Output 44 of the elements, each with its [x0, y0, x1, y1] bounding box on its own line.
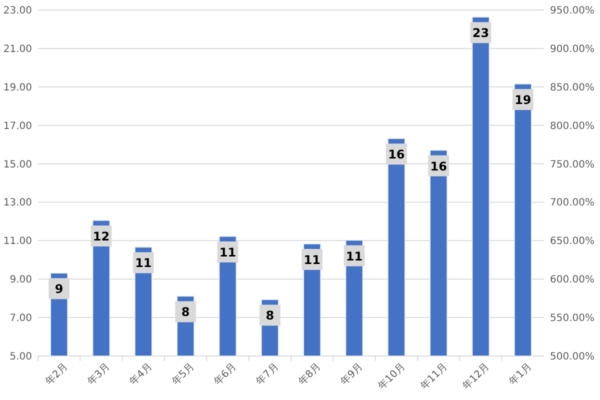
y-tick-label: 13.00 — [3, 198, 32, 209]
x-tick-label: 年10月 — [376, 360, 408, 392]
data-label: 11 — [135, 256, 152, 270]
data-label: 19 — [514, 93, 532, 108]
x-tick-label: 年12月 — [460, 360, 492, 392]
y-tick-label: 5.00 — [10, 352, 32, 362]
data-label: 16 — [388, 148, 405, 162]
y2-tick-label: 850.00% — [550, 82, 594, 94]
x-tick-label: 年7月 — [254, 360, 281, 388]
y-tick-label: 17.00 — [3, 120, 32, 132]
y2-tick-label: 750.00% — [550, 159, 594, 170]
data-label: 11 — [304, 252, 320, 267]
y-tick-label: 9.00 — [10, 274, 32, 286]
data-label: 8 — [181, 305, 190, 320]
x-tick-label: 年8月 — [296, 360, 324, 388]
y2-tick-label: 700.00% — [550, 198, 594, 209]
x-tick-label: 年4月 — [127, 360, 154, 388]
y-tick-label: 11.00 — [3, 236, 32, 248]
data-label: 12 — [92, 229, 110, 244]
x-tick-label: 年5月 — [170, 360, 197, 388]
x-tick-label: 年3月 — [85, 360, 112, 388]
y-tick-label: 23.00 — [3, 6, 32, 16]
y2-tick-label: 950.00% — [550, 6, 594, 16]
data-label: 11 — [219, 245, 236, 260]
x-tick-label: 年6月 — [212, 360, 239, 388]
y2-tick-label: 500.00% — [550, 352, 594, 362]
y2-tick-label: 550.00% — [550, 313, 594, 324]
y-tick-label: 7.00 — [10, 313, 32, 324]
data-label: 8 — [266, 308, 274, 323]
x-tick-label: 年9月 — [338, 360, 366, 388]
data-label: 16 — [430, 159, 447, 174]
x-tick-label: 年1月 — [506, 360, 534, 388]
y2-tick-label: 800.00% — [550, 120, 594, 132]
y-tick-label: 21.00 — [3, 44, 32, 55]
x-tick-label: 年11月 — [418, 360, 450, 392]
y2-tick-label: 600.00% — [550, 274, 594, 286]
y2-tick-label: 900.00% — [550, 44, 594, 55]
data-label: 11 — [346, 249, 363, 264]
y-tick-label: 15.00 — [3, 159, 32, 170]
data-label: 9 — [54, 282, 64, 296]
y-tick-label: 19.00 — [3, 82, 32, 94]
y2-tick-label: 650.00% — [550, 236, 594, 248]
data-label: 23 — [472, 26, 490, 40]
x-tick-label: 年2月 — [43, 360, 70, 388]
